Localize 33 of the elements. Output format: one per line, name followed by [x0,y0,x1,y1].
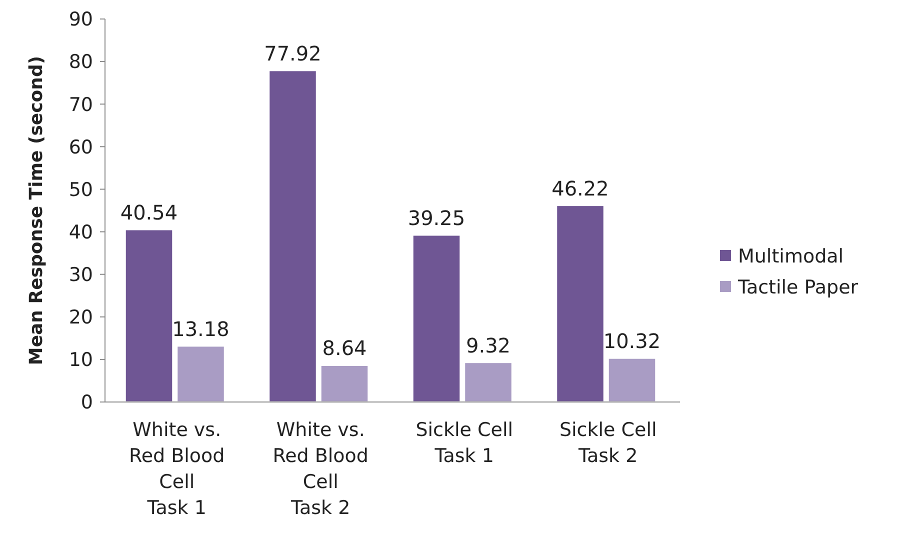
data-label: 40.54 [120,200,178,224]
bar [124,228,174,403]
data-label: 13.18 [172,316,230,341]
y-axis-title: Mean Response Time (second) [26,56,47,366]
bar [176,345,226,403]
bar [556,204,605,403]
data-label: 10.32 [603,329,661,354]
data-label: 77.92 [264,41,322,66]
bar [320,364,370,403]
x-tick-label: Sickle Cell Task 1 [416,419,514,467]
bar [464,362,513,403]
y-tick-label: 10 [68,349,93,372]
data-label: 46.22 [552,176,609,200]
y-tick-label: 30 [68,264,93,286]
x-tick-label: White vs. Red Blood Cell Task 2 [272,419,369,519]
x-tick-label: Sickle Cell Task 2 [559,419,657,467]
data-label: 9.32 [466,333,511,358]
bar [412,234,462,403]
y-tick-label: 20 [68,306,93,329]
y-tick-label: 50 [68,178,93,201]
legend-label: Tactile Paper [737,276,858,299]
x-tick-label: White vs. Red Blood Cell Task 1 [128,419,225,519]
y-tick-label: 60 [68,136,93,158]
y-tick-label: 70 [68,94,93,116]
data-label: 39.25 [408,206,466,230]
bar [607,357,657,403]
y-tick-label: 90 [68,8,93,31]
legend-label: Multimodal [738,246,844,268]
bar [268,70,318,403]
y-tick-label: 0 [80,392,93,414]
y-tick-label: 80 [68,51,93,74]
data-label: 8.64 [322,336,367,360]
y-tick-label: 40 [68,221,93,244]
